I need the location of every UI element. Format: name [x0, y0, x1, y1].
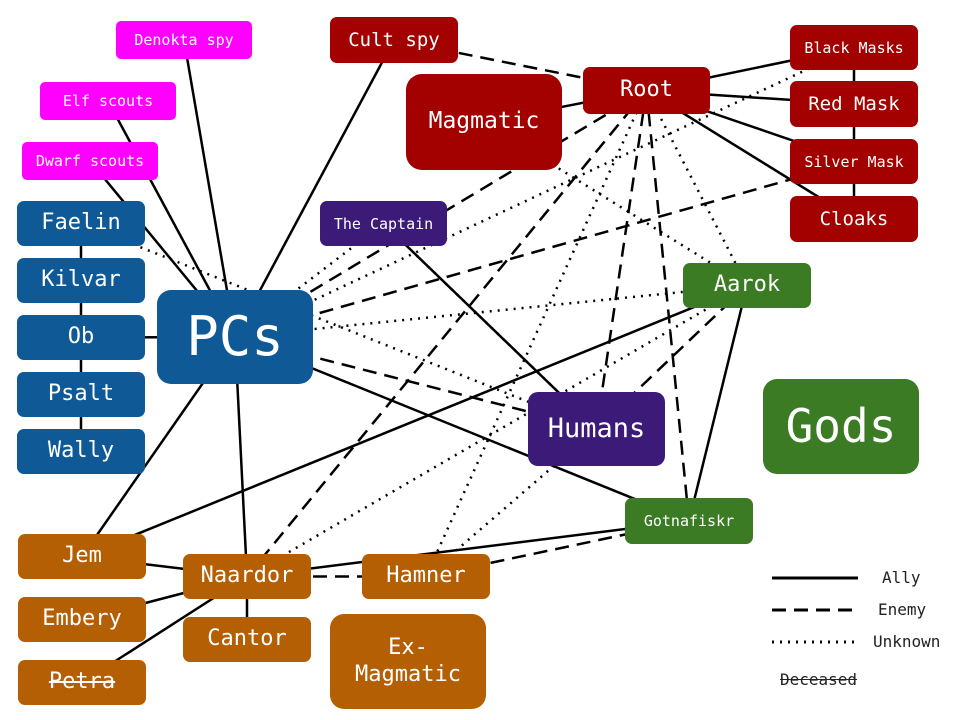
edge-unknown-pcs-aarok	[234, 284, 748, 339]
edge-enemy-root-humans	[595, 90, 648, 430]
node-black-masks: Black Masks	[790, 25, 918, 70]
edge-unknown-root-hamner	[424, 89, 648, 578]
node-petra: Petra	[18, 660, 146, 705]
node-magmatic: Magmatic	[406, 74, 562, 170]
edge-unknown-humans-hamner	[425, 428, 598, 578]
node-ex-magmatic: Ex- Magmatic	[330, 614, 486, 709]
edge-ally-jem-aarok	[81, 284, 748, 558]
node-cantor: Cantor	[183, 617, 311, 662]
node-denokta-spy: Denokta spy	[116, 21, 252, 59]
node-faelin: Faelin	[17, 201, 145, 246]
node-ob: Ob	[17, 315, 145, 360]
node-naardor: Naardor	[183, 554, 311, 599]
node-petra-label: Petra	[48, 669, 116, 695]
edge-ally-naardor-gotnafiskr	[246, 519, 690, 578]
node-embery: Embery	[18, 597, 146, 642]
edge-unknown-aarok-naardor	[246, 284, 748, 578]
legend-ally-line	[772, 576, 858, 580]
node-psalt: Psalt	[17, 372, 145, 417]
node-kilvar: Kilvar	[17, 258, 145, 303]
edge-enemy-aarok-humans	[595, 284, 748, 430]
node-cloaks: Cloaks	[790, 196, 918, 242]
edge-enemy-root-naardor	[246, 89, 648, 578]
node-gods: Gods	[763, 379, 919, 474]
legend-enemy-line	[772, 608, 858, 612]
node-the-captain: The Captain	[320, 201, 447, 246]
legend-deceased-label: Deceased	[780, 670, 858, 689]
node-humans: Humans	[528, 392, 665, 466]
node-cult-spy: Cult spy	[330, 17, 458, 63]
node-gotnafiskr: Gotnafiskr	[625, 498, 753, 544]
edge-ally-cult_spy-pcs	[233, 39, 396, 338]
node-root: Root	[583, 67, 710, 114]
edge-enemy-root-gotnafiskr	[645, 90, 691, 522]
edge-unknown-pcs-black_masks	[234, 46, 855, 339]
legend-unknown-label: Unknown	[873, 632, 941, 651]
node-elf-scouts: Elf scouts	[40, 82, 176, 120]
node-silver-mask: Silver Mask	[790, 139, 918, 184]
legend-enemy-label: Enemy	[878, 600, 927, 619]
node-dwarf-scouts: Dwarf scouts	[22, 142, 158, 180]
edge-ally-aarok-gotnafiskr	[687, 285, 749, 522]
edge-ally-denokta_spy-pcs	[182, 39, 237, 338]
node-aarok: Aarok	[683, 263, 811, 308]
node-red-mask: Red Mask	[790, 81, 918, 127]
legend-unknown-line	[772, 640, 858, 644]
node-hamner: Hamner	[362, 554, 490, 599]
node-wally: Wally	[17, 429, 145, 474]
node-pcs: PCs	[157, 290, 313, 384]
legend-ally-label: Ally	[882, 568, 921, 587]
edge-enemy-pcs-silver_mask	[234, 160, 855, 339]
node-jem: Jem	[18, 534, 146, 579]
